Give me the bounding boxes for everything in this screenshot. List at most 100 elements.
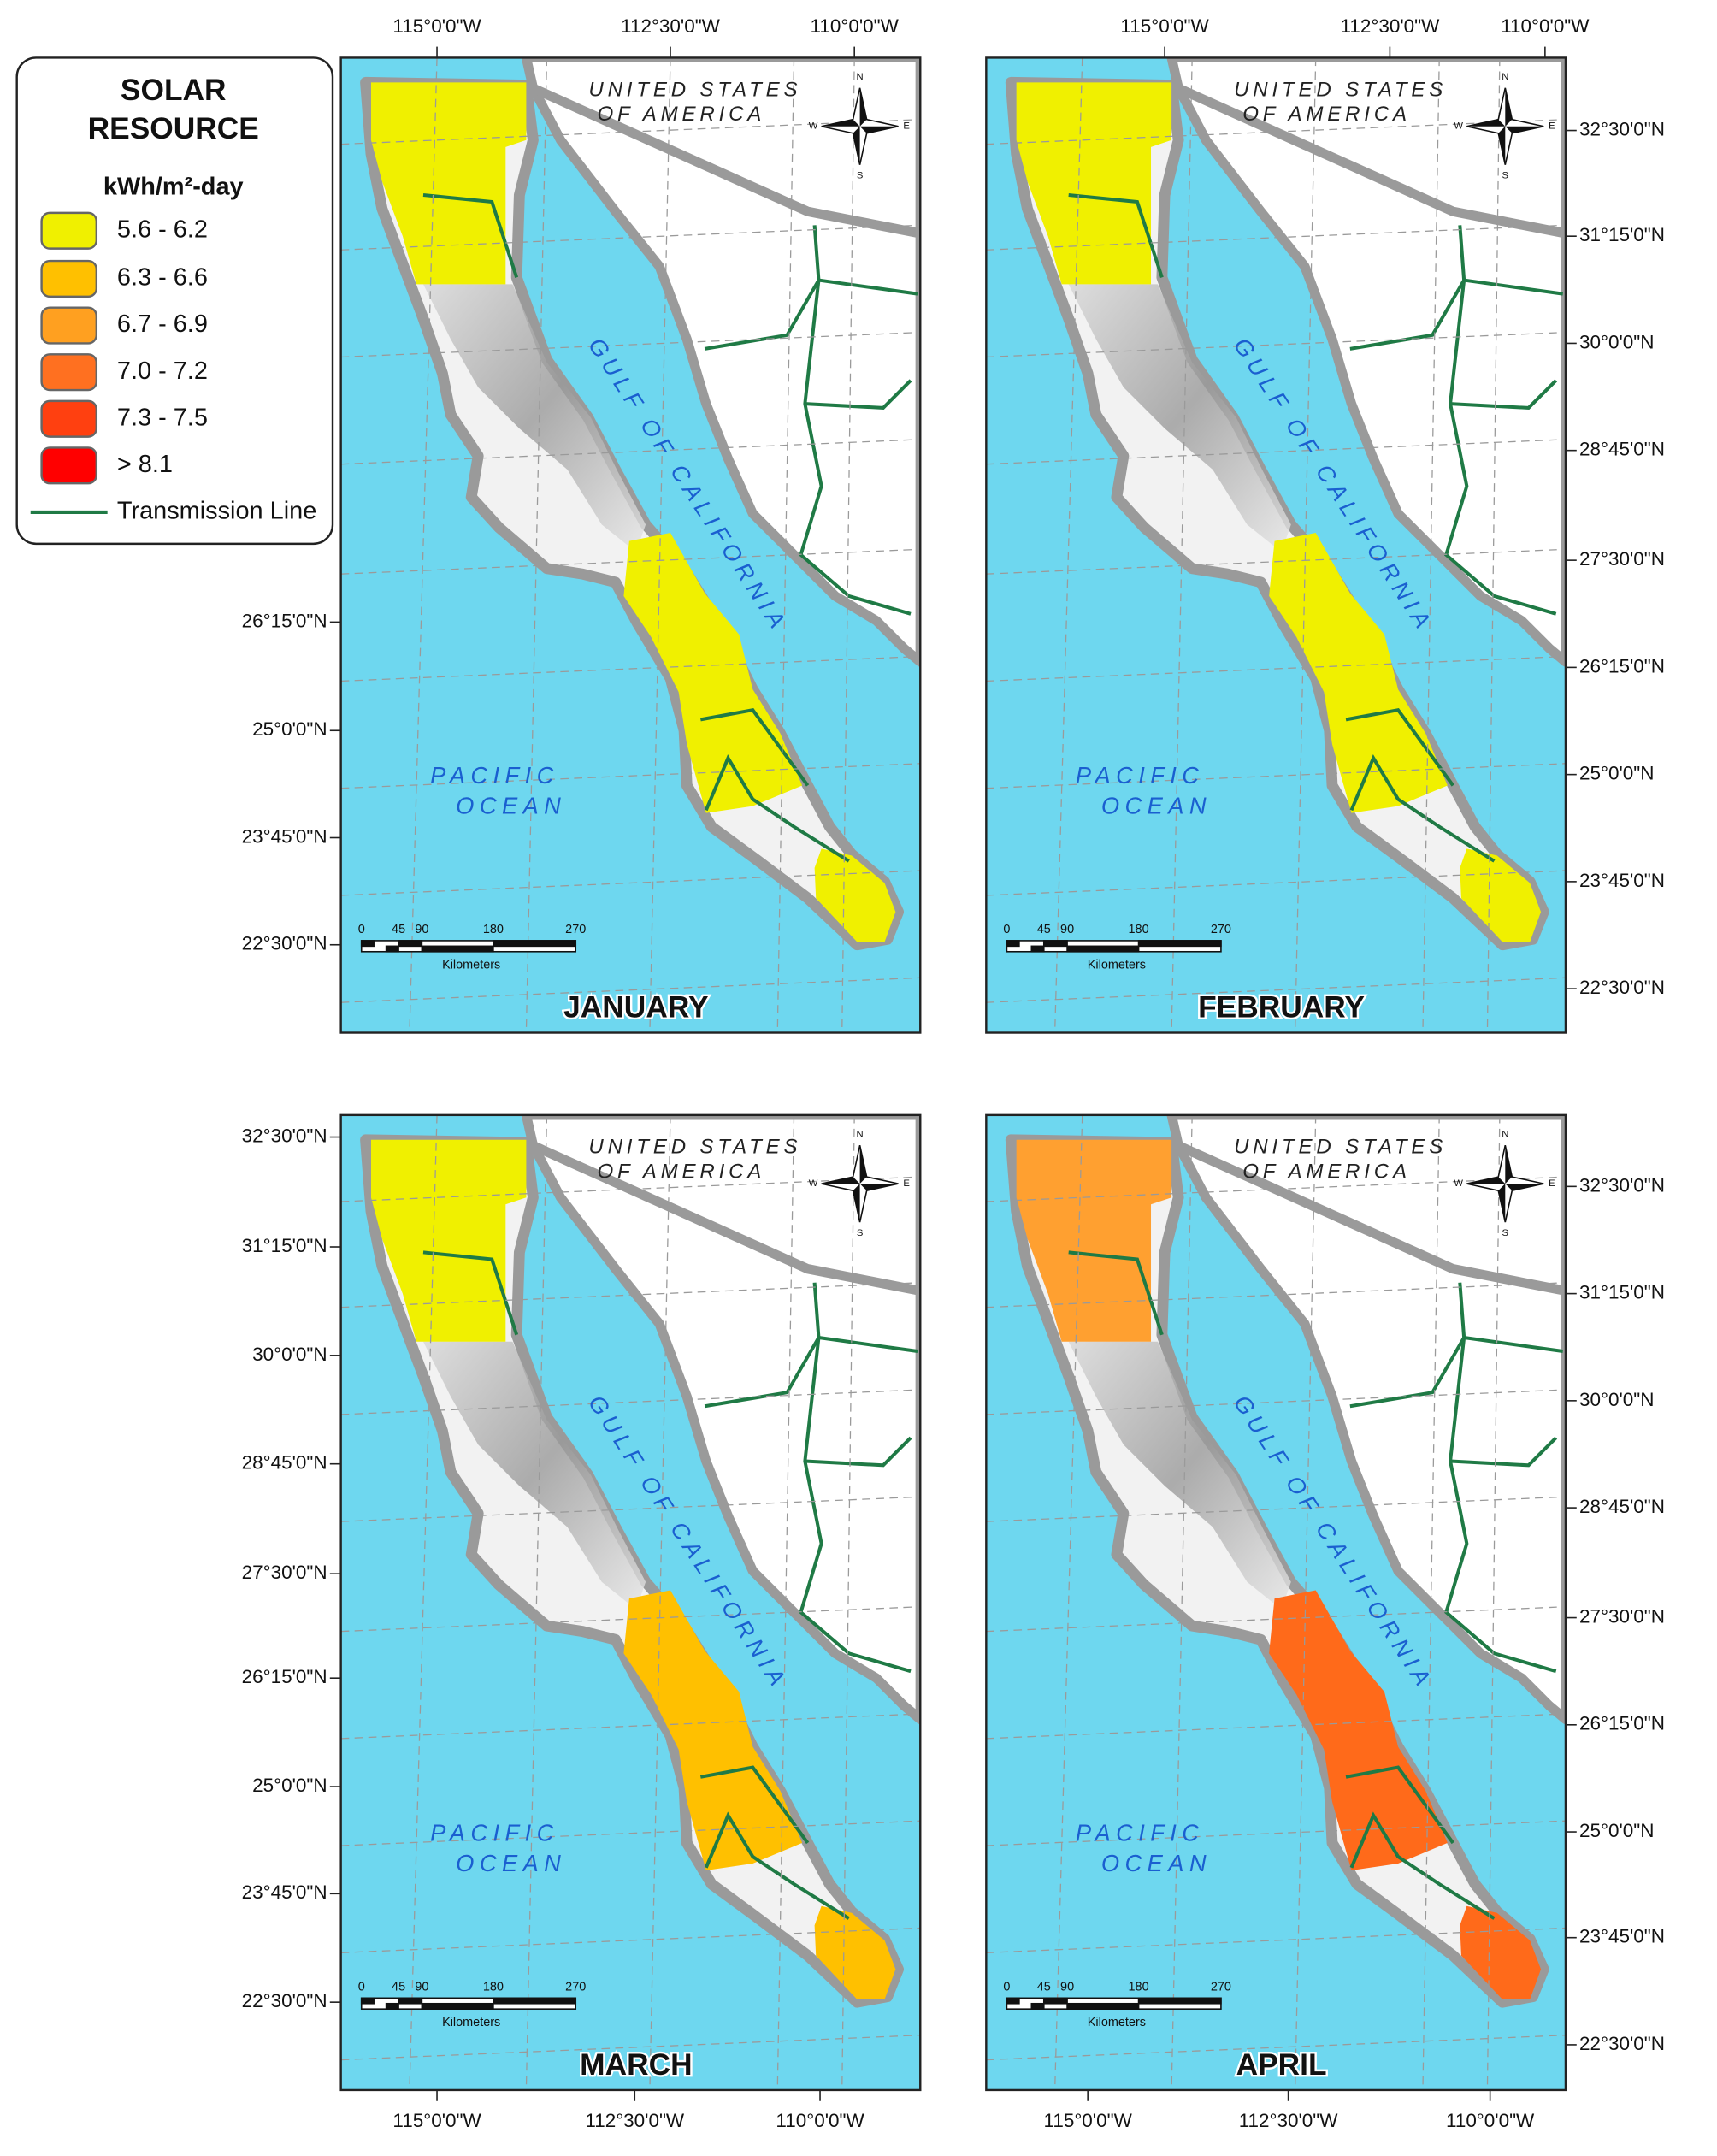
latitude-label: 31°15'0"N (1579, 1282, 1665, 1303)
map-panel: 115°0'0"W 112°30'0"W 110°0'0"W 32°30'0"N 31°… (985, 1113, 1665, 2131)
compass-letter: N (1502, 1129, 1508, 1139)
ocean-label: OCEAN (456, 792, 566, 818)
latitude-label: 31°15'0"N (242, 1235, 327, 1256)
compass-letter: S (857, 171, 864, 181)
latitude-label: 25°0'0"N (252, 718, 327, 740)
latitude-label: 25°0'0"N (1579, 1820, 1654, 1841)
legend-label: 7.0 - 7.2 (117, 357, 208, 385)
country-label: OF AMERICA (598, 1161, 766, 1184)
latitude-label: 32°30'0"N (242, 1125, 327, 1146)
graticule (986, 57, 1566, 1033)
panel-frame (339, 1113, 922, 2092)
scale-label: 180 (1129, 1980, 1149, 1994)
ocean-label: PACIFIC (430, 762, 559, 789)
scale-label: 0 (358, 1980, 365, 1994)
ocean-label: PACIFIC (430, 1819, 559, 1846)
compass-letter: E (1549, 1178, 1555, 1189)
latitude-label: 27°30'0"N (242, 1562, 327, 1583)
latitude-label: 25°0'0"N (1579, 763, 1654, 784)
ocean-label: OCEAN (1101, 792, 1212, 818)
legend-swatch (40, 259, 98, 298)
resource-north (370, 82, 527, 285)
compass-letter: S (857, 1228, 864, 1238)
legend-label: Transmission Line (117, 498, 316, 525)
compass-letter: W (809, 1178, 818, 1189)
scale-label: 45 (1037, 923, 1051, 936)
compass-letter: E (1549, 121, 1555, 132)
resource-south (1269, 1590, 1448, 1871)
compass-letter: E (903, 121, 910, 132)
compass-rose (821, 87, 899, 165)
month-label: JANUARY (563, 991, 708, 1025)
mainland (1166, 1114, 1566, 1724)
latitude-label: 22°30'0"N (1579, 977, 1665, 998)
compass-letter: N (857, 1129, 864, 1139)
resource-north (1016, 82, 1172, 285)
latitude-label: 23°45'0"N (1579, 1926, 1665, 1947)
panel-body (339, 56, 922, 1034)
compass-letter: S (1502, 1228, 1509, 1238)
longitude-label: 110°0'0"W (1446, 2110, 1535, 2131)
month-label: FEBRUARY (1198, 991, 1365, 1025)
compass-letter: N (857, 72, 864, 82)
map-panel: 115°0'0"W 112°30'0"W 110°0'0"W 32°30'0"N 31°… (985, 15, 1665, 1034)
latitude-label: 32°30'0"N (1579, 118, 1665, 139)
longitude-label: 115°0'0"W (392, 15, 481, 37)
mainland (521, 1114, 921, 1724)
latitude-label: 26°15'0"N (242, 1666, 327, 1687)
legend-swatch (40, 306, 98, 345)
longitude-label: 112°30'0"W (621, 15, 721, 37)
scale-unit: Kilometers (442, 2016, 500, 2029)
compass-rose (1466, 1145, 1544, 1223)
scale-bar (1006, 940, 1222, 953)
legend-label: 6.7 - 6.9 (117, 310, 208, 338)
legend-swatch (40, 446, 98, 485)
resource-south (1269, 533, 1448, 813)
latitude-label: 27°30'0"N (1579, 548, 1665, 570)
country-label: OF AMERICA (1242, 103, 1411, 126)
resource-cape (814, 1905, 896, 1999)
legend-label: > 8.1 (117, 451, 173, 478)
resource-cape (1460, 848, 1542, 942)
mainland (1166, 57, 1566, 667)
latitude-label: 23°45'0"N (1579, 870, 1665, 891)
month-label: MARCH (580, 2048, 692, 2082)
compass-letter: E (903, 1178, 910, 1189)
longitude-label: 115°0'0"W (1044, 2110, 1133, 2131)
compass-letter: W (1454, 121, 1463, 132)
legend: SOLAR RESOURCE kWh/m²-day 5.6 - 6.2 6.3 -… (15, 56, 334, 546)
legend-unit: kWh/m²-day (103, 174, 244, 201)
legend-swatch (40, 399, 98, 438)
scale-label: 180 (483, 1980, 504, 1994)
latitude-label: 31°15'0"N (1579, 224, 1665, 245)
scale-label: 45 (1037, 1980, 1051, 1994)
scale-unit: Kilometers (1088, 959, 1146, 972)
scale-label: 0 (1003, 1980, 1010, 1994)
legend-title: SOLAR (121, 74, 227, 107)
latitude-label: 22°30'0"N (242, 933, 327, 954)
latitude-label: 28°45'0"N (1579, 1496, 1665, 1517)
country-label: UNITED STATES (1234, 1136, 1447, 1159)
map-panel: 115°0'0"W 112°30'0"W 110°0'0"W 26°15'0"N 25°… (242, 15, 922, 1034)
compass-letter: W (809, 121, 818, 132)
panel-body (339, 1113, 922, 2092)
country-label: UNITED STATES (588, 78, 801, 101)
resource-south (623, 1590, 803, 1871)
scale-label: 90 (1060, 1980, 1074, 1994)
scale-label: 45 (392, 1980, 405, 1994)
scale-unit: Kilometers (442, 959, 500, 972)
longitude-label: 115°0'0"W (392, 2110, 481, 2131)
panel-frame (985, 1113, 1567, 2092)
latitude-label: 26°15'0"N (1579, 1713, 1665, 1734)
graticule (986, 1114, 1566, 2090)
scale-label: 90 (415, 923, 428, 936)
scale-unit: Kilometers (1088, 2016, 1146, 2029)
scale-bar (360, 1997, 577, 2010)
scale-bar (360, 940, 577, 953)
graticule (340, 1114, 921, 2090)
panel-body (985, 1113, 1567, 2092)
resource-north (1016, 1139, 1172, 1342)
scale-label: 0 (358, 923, 365, 936)
scale-label: 270 (1211, 1980, 1231, 1994)
